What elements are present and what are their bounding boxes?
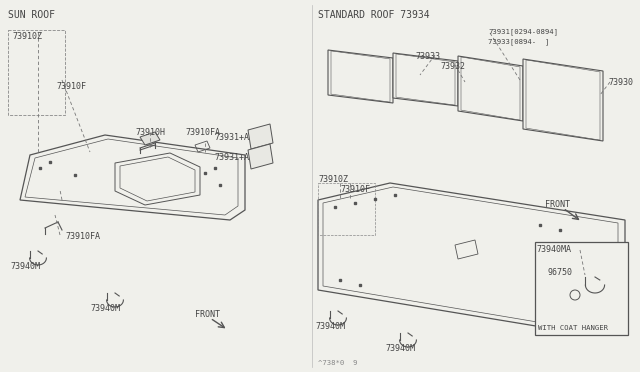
Text: 73933[0894-  ]: 73933[0894- ]: [488, 38, 549, 45]
Polygon shape: [393, 53, 458, 106]
Text: 73940M: 73940M: [385, 344, 415, 353]
Text: FRONT: FRONT: [195, 310, 220, 319]
Text: WITH COAT HANGER: WITH COAT HANGER: [538, 325, 608, 331]
Text: 73933: 73933: [415, 52, 440, 61]
Polygon shape: [523, 59, 603, 141]
Polygon shape: [545, 292, 577, 306]
Text: 73910H: 73910H: [135, 128, 165, 137]
Polygon shape: [458, 56, 523, 121]
Text: ^738*0  9: ^738*0 9: [318, 360, 357, 366]
Text: 73930: 73930: [608, 78, 633, 87]
Text: 73931[0294-0894]: 73931[0294-0894]: [488, 28, 558, 35]
Text: 73910FA: 73910FA: [185, 128, 220, 137]
Text: FRONT: FRONT: [545, 200, 570, 209]
Text: 73932: 73932: [440, 62, 465, 71]
Polygon shape: [535, 242, 628, 335]
Polygon shape: [455, 240, 478, 259]
Text: 73940M: 73940M: [10, 262, 40, 271]
Text: 73910F: 73910F: [56, 82, 86, 91]
Polygon shape: [248, 124, 273, 149]
Text: SUN ROOF: SUN ROOF: [8, 10, 55, 20]
Text: 73940MA: 73940MA: [536, 245, 571, 254]
Polygon shape: [318, 183, 625, 330]
Text: 73910Z: 73910Z: [318, 175, 348, 184]
Text: 73910FA: 73910FA: [65, 232, 100, 241]
Text: 73931+A: 73931+A: [214, 153, 249, 162]
Polygon shape: [248, 144, 273, 169]
Text: 73910F: 73910F: [340, 185, 370, 194]
Polygon shape: [328, 50, 393, 103]
Text: 73910Z: 73910Z: [12, 32, 42, 41]
Polygon shape: [20, 135, 245, 220]
Text: 73940M: 73940M: [315, 322, 345, 331]
Polygon shape: [545, 262, 577, 276]
Polygon shape: [140, 132, 160, 145]
Text: 73931+A: 73931+A: [214, 133, 249, 142]
Text: 73940M: 73940M: [90, 304, 120, 313]
Text: STANDARD ROOF 73934: STANDARD ROOF 73934: [318, 10, 429, 20]
Polygon shape: [115, 153, 200, 205]
Text: 96750: 96750: [548, 268, 573, 277]
Polygon shape: [545, 277, 577, 291]
